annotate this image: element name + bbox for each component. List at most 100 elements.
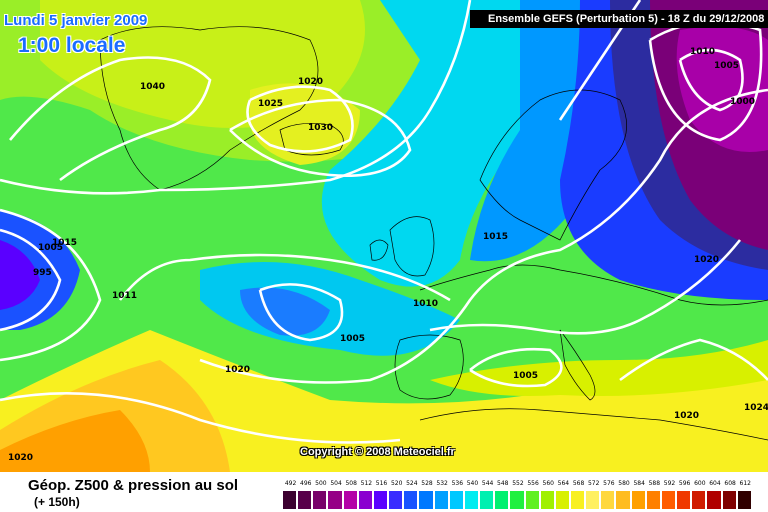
isobar-label: 1005 [340, 334, 365, 344]
forecast-date: Lundi 5 janvier 2009 [4, 12, 148, 29]
color-scale-swatch [434, 491, 448, 509]
color-scale-swatch [677, 491, 691, 509]
color-scale-swatch [661, 491, 676, 509]
isobar-line [0, 208, 102, 362]
color-scale-tick: 492 [284, 480, 297, 487]
color-scale-tick: 612 [739, 480, 751, 487]
isobar-line [258, 283, 344, 342]
isobar-line [678, 48, 744, 112]
color-scale-swatch [343, 491, 357, 509]
color-scale-swatch [525, 491, 539, 509]
isobar-label: 1020 [298, 77, 323, 87]
color-scale-swatch [722, 491, 736, 509]
color-scale-tick: 524 [406, 480, 418, 487]
legend-footer: Géop. Z500 & pression au sol (+ 150h) 49… [0, 472, 768, 512]
color-scale-tick: 536 [451, 480, 464, 487]
isobar-line [0, 392, 401, 444]
isobar-label: 1005 [513, 371, 538, 381]
color-scale-tick: 580 [618, 480, 630, 487]
color-scale: 492 496 500 504 508 512 516 520 524 528 532 536 540 5… [283, 479, 753, 509]
isobar-label: 1015 [52, 238, 77, 248]
color-scale-swatch [601, 491, 615, 509]
isobar-line [246, 85, 354, 153]
geopotential-map: 1040 1020 1025 1030 1005 1015 1011 995 1… [0, 0, 768, 472]
isobar-label: 1025 [258, 99, 283, 109]
isobar-label: 1005 [714, 61, 739, 71]
color-scale-swatch [404, 491, 418, 509]
color-scale-swatch [283, 491, 297, 509]
model-run-banner: Ensemble GEFS (Perturbation 5) - 18 Z du… [470, 10, 768, 28]
isobar-label: 1030 [308, 123, 333, 133]
legend-title: Géop. Z500 & pression au sol [28, 477, 239, 494]
color-scale-swatch [707, 491, 721, 509]
color-scale-swatch [737, 491, 751, 509]
isobar-line [229, 98, 412, 177]
isobar-label: 1000 [730, 97, 755, 107]
isobar-labels: 1040 1020 1025 1030 1005 1015 1011 995 1… [8, 47, 768, 463]
isobar-label: 1015 [483, 232, 508, 242]
isobar-label: 1020 [674, 411, 699, 421]
coastline-italy [559, 329, 596, 401]
isobar-label: 1005 [38, 243, 63, 253]
color-scale-tick: 576 [603, 480, 615, 487]
color-scale-tick: 596 [678, 480, 691, 487]
color-scale-tick: 548 [497, 480, 509, 487]
isobar-label: 1040 [140, 82, 165, 92]
color-scale-tick: 540 [466, 480, 479, 487]
isobar-label: 1020 [8, 453, 33, 463]
color-scale-swatch [540, 491, 554, 509]
isobar-label: 1010 [413, 299, 438, 309]
color-scale-tick: 516 [375, 480, 388, 487]
color-scale-tick: 520 [390, 480, 403, 487]
color-scale-swatch [464, 491, 479, 509]
color-scale-tick: 568 [572, 480, 585, 487]
isobar-label: 1010 [690, 47, 715, 57]
color-scale-tick: 560 [542, 480, 554, 487]
isobar-label: 1011 [112, 291, 137, 301]
isobar-line [9, 56, 212, 182]
isobar-label: 1020 [225, 365, 250, 375]
coastline-north-africa [419, 408, 768, 441]
color-scale-tick: 544 [481, 480, 494, 487]
isobar-label: 1024 [744, 403, 768, 413]
color-scale-tick: 604 [709, 480, 721, 487]
color-scale-tick: 600 [694, 480, 706, 487]
color-scale-swatch [495, 491, 509, 509]
color-scale-ticks: 492 496 500 504 508 512 516 520 524 528 532 536 540 5… [283, 479, 753, 489]
coastline-scandinavia [479, 89, 627, 241]
color-scale-swatch [510, 491, 524, 509]
color-scale-tick: 532 [436, 480, 448, 487]
isobar-line [0, 228, 62, 332]
field-zone-yellowgreen-med [430, 340, 768, 396]
color-scale-tick: 504 [330, 480, 342, 487]
coastline-europe [419, 264, 768, 306]
color-scale-swatch [298, 491, 312, 509]
color-scale-tick: 572 [587, 480, 600, 487]
color-scale-tick: 508 [345, 480, 357, 487]
field-zone-yellow-iceland [250, 83, 360, 165]
isobar-line [429, 239, 742, 335]
color-scale-swatch [313, 491, 327, 509]
color-scale-swatch [328, 491, 342, 509]
color-scale-tick: 564 [557, 480, 570, 487]
color-scale-swatch [692, 491, 706, 509]
isobar-lines [0, 0, 768, 444]
color-scale-tick: 552 [512, 480, 524, 487]
color-scale-tick: 592 [663, 480, 676, 487]
color-scale-swatch [631, 491, 645, 509]
color-scale-swatch [449, 491, 463, 509]
color-scale-tick: 608 [724, 480, 736, 487]
isobar-label: 995 [33, 268, 52, 278]
color-scale-tick: 496 [300, 480, 312, 487]
color-scale-swatches [283, 491, 753, 509]
isobar-label: 1020 [694, 255, 719, 265]
isobar-line [619, 338, 768, 382]
color-scale-swatch [646, 491, 660, 509]
color-scale-swatch [389, 491, 403, 509]
color-scale-tick: 556 [527, 480, 539, 487]
color-scale-tick: 528 [421, 480, 433, 487]
color-scale-swatch [586, 491, 600, 509]
isobar-line [118, 253, 451, 302]
coastline-iceland [279, 123, 344, 156]
